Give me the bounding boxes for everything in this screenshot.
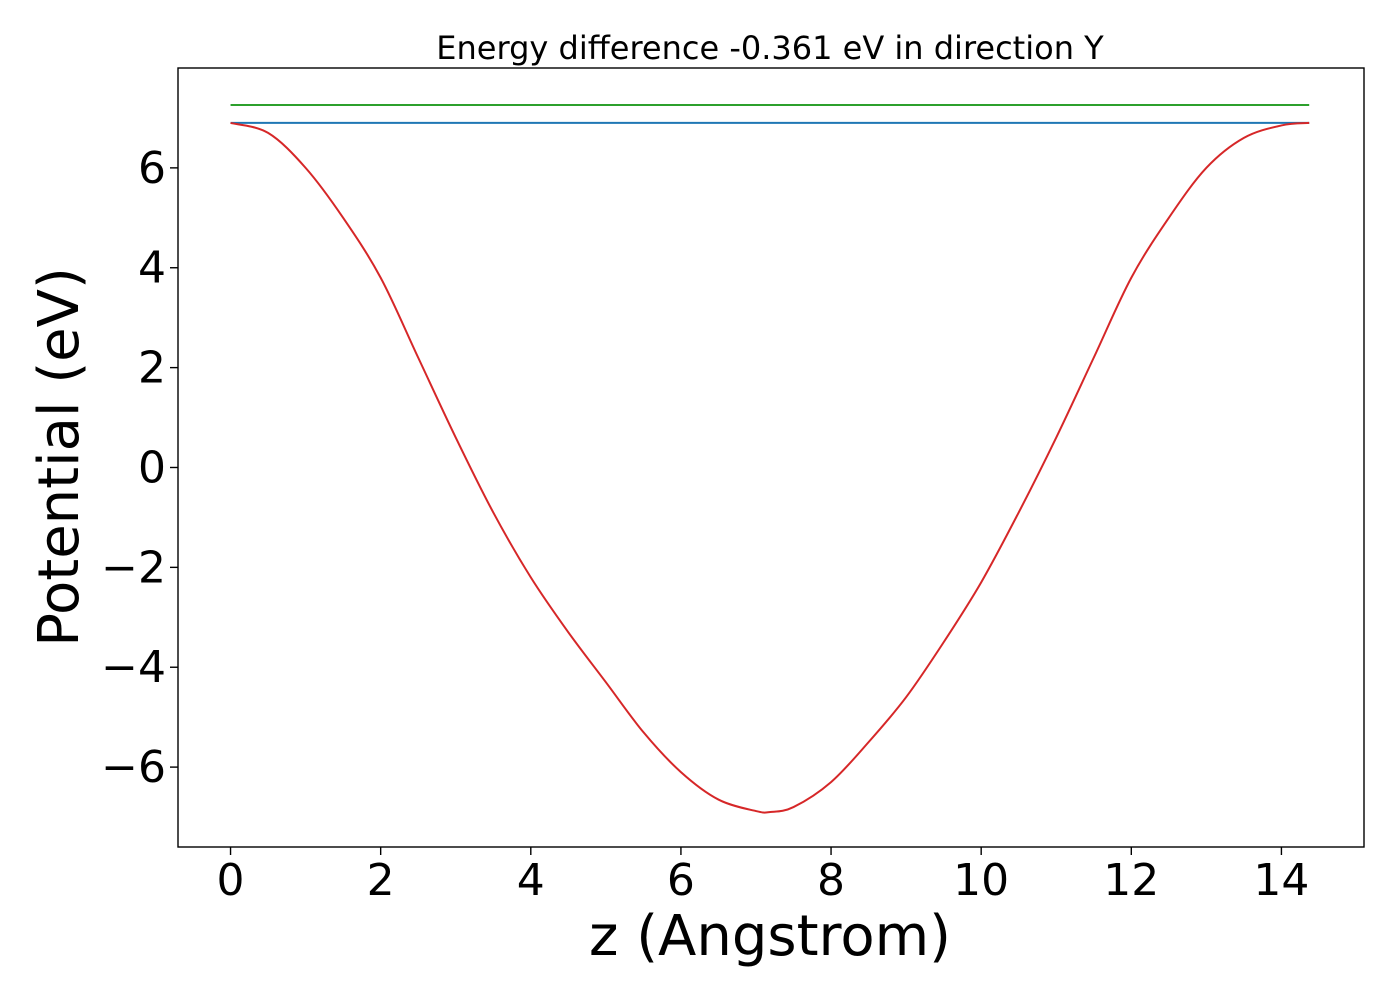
chart-title: Energy difference -0.361 eV in direction… (436, 29, 1104, 67)
x-axis-ticks: 0 2 4 6 8 10 12 14 (217, 847, 1309, 906)
y-tick-label: 6 (138, 143, 166, 194)
x-tick-label: 14 (1253, 855, 1309, 906)
x-tick-label: 12 (1103, 855, 1159, 906)
y-axis-ticks: 6 4 2 0 −2 −4 −6 (101, 143, 178, 793)
x-tick-label: 10 (953, 855, 1009, 906)
x-tick-label: 2 (367, 855, 395, 906)
y-tick-label: 0 (138, 442, 166, 493)
plot-series (230, 103, 1310, 814)
y-tick-label: −4 (101, 642, 166, 693)
x-tick-label: 8 (817, 855, 845, 906)
y-tick-label: −2 (101, 542, 166, 593)
y-tick-label: −6 (101, 742, 166, 793)
x-axis-label: z (Angstrom) (589, 904, 951, 969)
plot-frame (177, 67, 1365, 848)
y-tick-label: 4 (138, 243, 166, 294)
x-tick-label: 4 (517, 855, 545, 906)
y-tick-label: 2 (138, 343, 166, 394)
series-line-3 (230, 121, 1310, 814)
x-tick-label: 6 (667, 855, 695, 906)
y-axis-label: Potential (eV) (27, 267, 92, 647)
x-tick-label: 0 (217, 855, 245, 906)
